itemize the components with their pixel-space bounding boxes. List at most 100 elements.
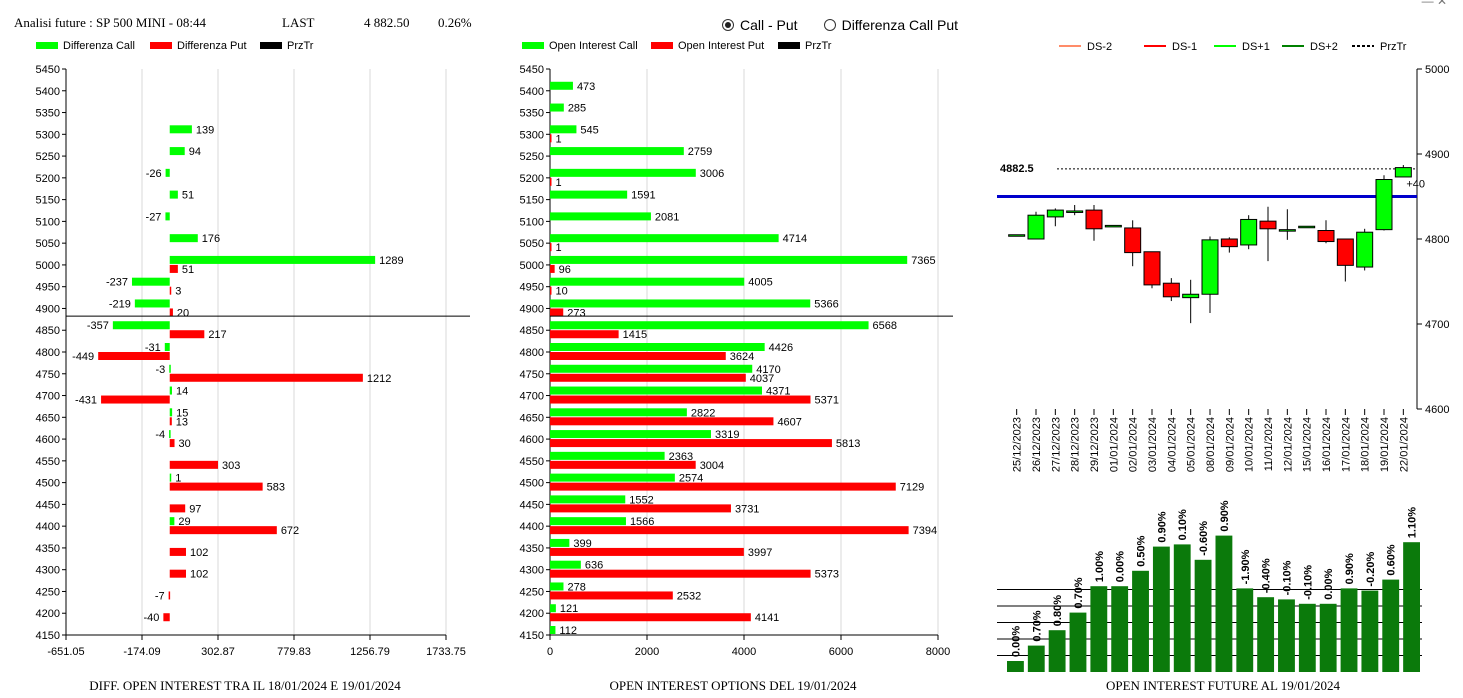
candle-body <box>1259 220 1277 230</box>
y-tick-label: 4450 <box>36 499 60 511</box>
y-tick-label: 5100 <box>36 216 60 228</box>
put-bar <box>168 591 171 600</box>
y-tick-label: 4450 <box>520 499 544 511</box>
candle-body <box>1356 231 1374 268</box>
bar-value-label: 51 <box>182 190 194 202</box>
put-bar <box>169 308 173 317</box>
radio-call-put[interactable]: Call - Put <box>722 17 798 33</box>
put-bar <box>101 395 170 404</box>
legend-swatch <box>36 42 58 49</box>
bar-value-label: 102 <box>190 569 208 581</box>
bar-value-label: 4426 <box>769 342 793 354</box>
put-bar <box>169 504 186 513</box>
y-tick-label: 4300 <box>520 565 544 577</box>
y-tick-label: 4900 <box>36 303 60 315</box>
diff-chart-footer: DIFF. OPEN INTEREST TRA IL 18/01/2024 E … <box>89 678 401 693</box>
put-bar <box>550 177 552 186</box>
bar-value-label: 1 <box>556 242 562 254</box>
bar-value-label: -357 <box>87 320 109 332</box>
bar-value-label: 5371 <box>814 395 838 407</box>
future-oi-bar <box>1298 603 1316 672</box>
bar-value-label: 278 <box>567 581 585 593</box>
legend-label: PrzTr <box>805 40 832 52</box>
future-oi-label: 0.00% <box>1010 626 1022 657</box>
y-tick-label: 4750 <box>520 369 544 381</box>
bar-value-label: 4005 <box>748 277 772 289</box>
radio-selected-icon <box>722 19 734 31</box>
future-oi-bar <box>1361 590 1379 672</box>
call-bar <box>169 125 192 134</box>
bar-value-label: 273 <box>567 307 585 319</box>
legend-swatch <box>150 42 172 49</box>
bar-value-label: -219 <box>109 298 131 310</box>
future-oi-label: -1.90% <box>1240 549 1252 584</box>
future-oi-bar <box>1090 586 1108 672</box>
future-oi-label: 0.70% <box>1073 577 1085 608</box>
window-controls[interactable]: — ✕ <box>1421 0 1447 8</box>
y-tick-label: 4200 <box>520 608 544 620</box>
future-chart-footer: OPEN INTEREST FUTURE AL 19/01/2024 <box>1105 678 1340 693</box>
x-tick-label: -174.09 <box>123 646 160 658</box>
view-toggle: Call - Put Differenza Call Put <box>722 17 958 33</box>
put-bar <box>98 352 170 360</box>
bar-value-label: 1566 <box>630 516 654 528</box>
bar-value-label: 112 <box>559 625 577 637</box>
bar-value-label: 30 <box>179 438 191 450</box>
call-bar <box>550 299 811 308</box>
bar-value-label: 3 <box>175 286 181 298</box>
bar-value-label: -31 <box>145 342 161 354</box>
bar-value-label: 217 <box>208 329 226 341</box>
future-oi-bar <box>1173 544 1191 672</box>
y-tick-label: 4800 <box>520 347 544 359</box>
call-bar <box>550 321 869 330</box>
call-bar <box>550 234 779 243</box>
bar-value-label: -7 <box>155 590 165 602</box>
legend-label: PrzTr <box>287 40 314 52</box>
future-oi-label: 0.00% <box>1115 551 1127 582</box>
oi-options-chart: Open Interest Call Open Interest Put PrzTr… <box>520 40 953 658</box>
bar-value-label: 5373 <box>815 569 839 581</box>
y-tick-label: 5300 <box>36 129 60 141</box>
last-label: LAST <box>282 15 315 30</box>
y-tick-label: 5000 <box>1425 64 1449 76</box>
bar-value-label: 583 <box>267 482 285 494</box>
call-bar <box>131 277 170 286</box>
put-bar <box>169 286 172 295</box>
future-oi-bar <box>1048 630 1066 672</box>
radio-diff-call-put[interactable]: Differenza Call Put <box>823 17 958 33</box>
legend-swatch <box>522 42 544 49</box>
bar-value-label: 14 <box>176 386 188 398</box>
y-tick-label: 5000 <box>36 260 60 272</box>
candle-body <box>1375 179 1393 231</box>
call-bar <box>550 495 626 504</box>
legend-label: Differenza Put <box>177 40 247 52</box>
y-tick-label: 5200 <box>520 173 544 185</box>
date-label: 26/12/2023 <box>1031 417 1043 472</box>
put-bar <box>550 613 751 622</box>
put-bar <box>550 439 832 448</box>
y-tick-label: 4950 <box>36 282 60 294</box>
bar-value-label: -431 <box>75 395 97 407</box>
future-oi-label: -0.10% <box>1302 565 1314 600</box>
put-bar <box>550 308 564 317</box>
future-oi-label: 0.50% <box>1136 535 1148 566</box>
bar-value-label: 94 <box>189 146 201 158</box>
candle-body <box>1027 214 1045 240</box>
last-value: 4 882.50 <box>364 15 410 30</box>
y-tick-label: 4300 <box>36 565 60 577</box>
candle-body <box>1394 167 1412 178</box>
call-bar <box>550 81 573 90</box>
legend-label: DS-1 <box>1172 41 1197 53</box>
candlestick-chart: DS-2 DS-1 DS+1 DS+2 PrzTr 4600 4700 4800 4900 500… <box>997 41 1449 472</box>
bar-value-label: 13 <box>176 416 188 428</box>
bar-value-label: 1 <box>556 133 562 145</box>
bar-value-label: 15 <box>176 407 188 419</box>
bar-value-label: 139 <box>196 124 214 136</box>
y-tick-label: 4400 <box>520 521 544 533</box>
bar-value-label: 4714 <box>783 233 807 245</box>
x-tick-label: 779.83 <box>277 646 311 658</box>
date-label: 29/12/2023 <box>1089 417 1101 472</box>
y-tick-label: 5250 <box>36 151 60 163</box>
y-tick-label: 5200 <box>36 173 60 185</box>
date-label: 09/01/2024 <box>1224 417 1236 472</box>
